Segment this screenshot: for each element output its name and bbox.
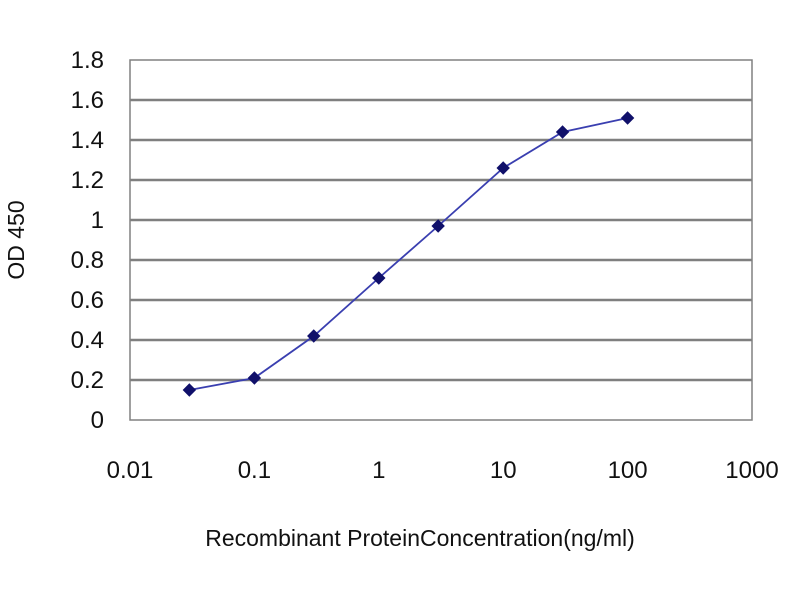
y-tick-label: 0 — [91, 407, 104, 434]
data-point — [431, 219, 445, 233]
data-series — [182, 111, 635, 397]
x-tick-label: 1 — [372, 457, 385, 484]
x-tick-label: 100 — [608, 457, 648, 484]
y-tick-label: 0.6 — [71, 287, 104, 314]
y-tick-label: 0.8 — [71, 247, 104, 274]
series-line — [189, 117, 628, 391]
data-point — [496, 161, 510, 175]
y-tick-label: 1.2 — [71, 167, 104, 194]
y-tick-label: 1.4 — [71, 127, 104, 154]
plot-area-background — [130, 60, 752, 420]
y-tick-label: 0.4 — [71, 327, 104, 354]
x-axis-title: Recombinant ProteinConcentration(ng/ml) — [205, 525, 635, 551]
data-point — [555, 125, 570, 139]
y-tick-label: 1 — [91, 207, 104, 234]
y-tick-label: 1.8 — [71, 47, 104, 74]
data-point — [307, 329, 321, 343]
y-axis-tick-labels: 0 0.2 0.4 0.6 0.8 1 1.2 1.4 1.6 1.8 — [71, 47, 104, 434]
x-tick-label: 1000 — [725, 457, 778, 484]
data-point — [372, 271, 386, 285]
data-point — [620, 111, 635, 125]
y-axis-title: OD 450 — [3, 200, 29, 279]
plot-area-border — [129, 59, 753, 421]
x-tick-label: 0.01 — [107, 457, 154, 484]
y-tick-label: 1.6 — [71, 87, 104, 114]
grid-lines — [130, 98, 752, 382]
x-tick-label: 10 — [490, 457, 517, 484]
x-axis-tick-labels: 0.01 0.1 1 10 100 1000 — [107, 457, 779, 484]
data-point — [247, 371, 262, 385]
data-point — [182, 383, 197, 397]
y-tick-label: 0.2 — [71, 367, 104, 394]
x-tick-label: 0.1 — [238, 457, 271, 484]
